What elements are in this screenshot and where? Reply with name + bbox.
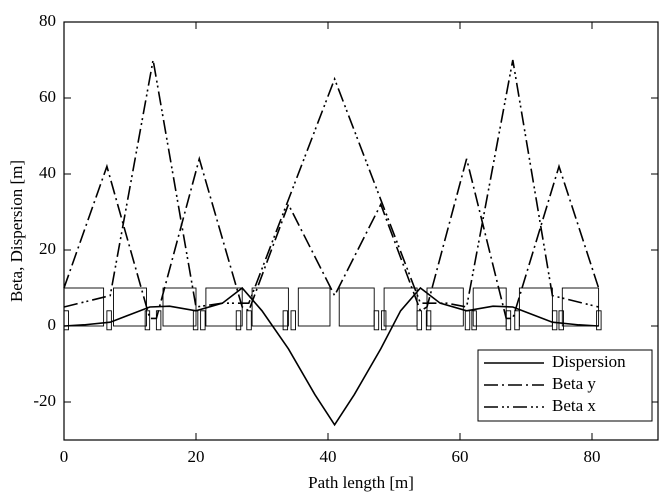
legend-label: Beta y [552,374,596,393]
magnet-dipole [113,287,147,327]
y-tick-label: 0 [48,315,57,334]
y-tick-label: 80 [39,11,56,30]
magnet-quad [373,310,380,331]
plot-frame [63,21,659,441]
line-series [63,59,599,308]
magnet-quad [416,310,423,331]
y-tick-label: 40 [39,163,56,182]
magnet-quad [282,310,289,331]
magnet-dipole [297,287,331,327]
magnet-dipole [383,287,418,327]
legend-label: Dispersion [552,352,626,371]
legend-label: Beta x [552,396,596,415]
magnet-quad [235,310,242,331]
magnet-quad [505,310,512,331]
magnet-quad [425,310,432,331]
plot-area [63,59,600,427]
magnet-quad [551,310,558,331]
magnet-dipole [338,287,375,327]
magnet-dipole [518,287,553,327]
y-axis-label: Beta, Dispersion [m] [7,160,26,302]
magnet-quad [106,310,112,331]
x-tick-label: 80 [584,447,601,466]
x-tick-label: 0 [60,447,69,466]
y-tick-label: 20 [39,239,56,258]
magnet-quad [144,310,151,331]
magnet-dipole [63,287,105,327]
magnet-quad [246,310,252,331]
magnet-dipole [561,287,600,327]
magnet-quad [200,310,206,331]
x-tick-label: 40 [320,447,337,466]
y-tick-label: -20 [33,391,56,410]
line-series [63,286,599,427]
x-axis-label: Path length [m] [308,473,414,492]
y-tick-label: 60 [39,87,56,106]
line-series [63,155,600,320]
magnet-quad [471,310,477,331]
x-tick-label: 20 [188,447,205,466]
magnet-dipole [251,287,289,327]
magnet-quad [558,310,564,331]
magnet-quad [63,310,69,331]
x-tick-label: 60 [452,447,469,466]
legend-box [477,349,653,422]
magnet-quad [380,310,387,331]
magnet-quad [464,310,471,331]
magnet-dipole [426,287,464,327]
magnet-quad [290,310,296,331]
magnet-quad [596,310,602,331]
magnet-quad [514,310,520,331]
